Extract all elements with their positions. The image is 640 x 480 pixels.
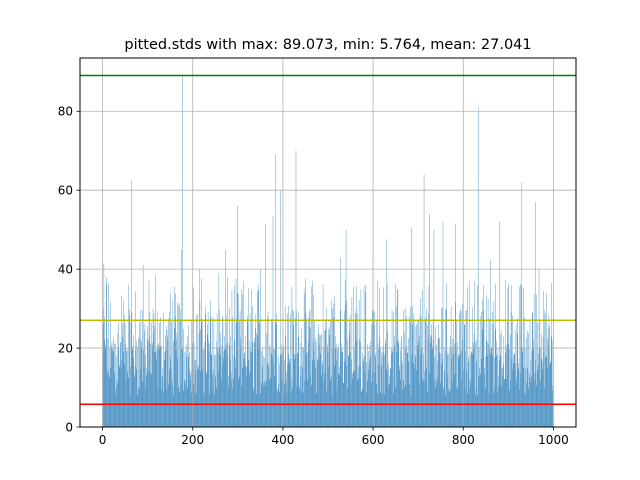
x-tick-label: 400 [271,433,294,447]
y-tick-label: 60 [58,184,73,198]
ticks-group: 0 200 400 600 800 1000 0 20 40 60 80 [58,105,569,447]
x-tick-label: 0 [99,433,107,447]
bars-group [102,75,554,428]
x-tick-label: 800 [452,433,475,447]
y-tick-label: 20 [58,341,73,355]
x-tick-label: 1000 [538,433,569,447]
plot-frame [79,57,577,428]
chart-title: pitted.stds with max: 89.073, min: 5.764… [124,37,531,53]
reference-lines-group [80,74,576,406]
x-tick-label: 600 [362,433,385,447]
y-tick-label: 0 [65,420,73,434]
x-tick-label: 200 [181,433,204,447]
y-tick-label: 40 [58,262,73,276]
y-tick-label: 80 [58,105,73,119]
